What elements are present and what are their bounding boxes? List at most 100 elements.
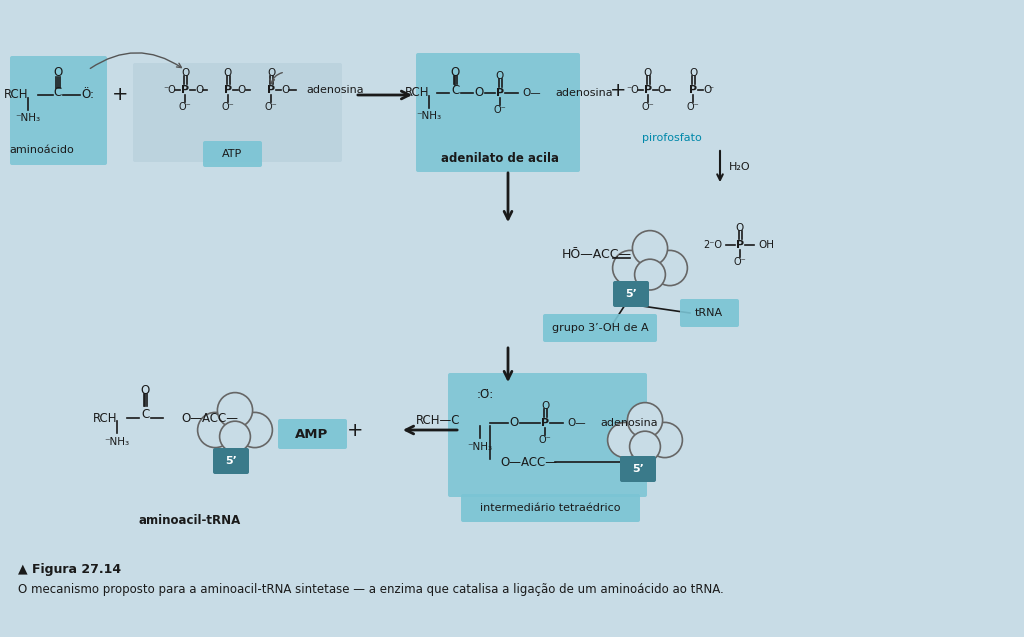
Text: ATP: ATP — [222, 149, 242, 159]
Text: O—: O— — [522, 88, 541, 98]
Circle shape — [652, 250, 687, 285]
Text: O⁻: O⁻ — [264, 102, 278, 112]
Text: O: O — [541, 401, 549, 411]
Text: O⁻: O⁻ — [687, 102, 699, 112]
Text: P: P — [541, 418, 549, 428]
FancyArrowPatch shape — [357, 91, 410, 99]
Text: O: O — [224, 68, 232, 78]
FancyBboxPatch shape — [10, 56, 106, 165]
Text: adenosina: adenosina — [600, 418, 657, 428]
FancyArrowPatch shape — [90, 53, 181, 68]
Text: O: O — [644, 68, 652, 78]
Text: O: O — [657, 85, 667, 95]
Circle shape — [630, 431, 660, 462]
FancyBboxPatch shape — [461, 494, 640, 522]
Text: O—ACC—: O—ACC— — [500, 455, 557, 468]
Text: adenosina: adenosina — [555, 88, 612, 98]
Text: O—: O— — [567, 418, 586, 428]
Text: tRNA: tRNA — [695, 308, 723, 318]
Text: ▲ Figura 27.14: ▲ Figura 27.14 — [18, 564, 121, 576]
Text: RCH—C: RCH—C — [416, 413, 460, 427]
Text: P: P — [689, 85, 697, 95]
Text: 5’: 5’ — [625, 289, 637, 299]
Text: ⁻: ⁻ — [709, 85, 714, 95]
FancyBboxPatch shape — [620, 456, 656, 482]
FancyArrowPatch shape — [270, 73, 283, 83]
Text: O: O — [195, 85, 203, 95]
Text: P: P — [736, 240, 744, 250]
Text: ⁻NH₃: ⁻NH₃ — [104, 437, 130, 447]
Text: AMP: AMP — [295, 427, 329, 441]
Text: :Ö:: :Ö: — [476, 389, 494, 401]
Circle shape — [217, 392, 253, 428]
Text: ⁻NH₃: ⁻NH₃ — [15, 113, 41, 123]
Text: H₂O: H₂O — [729, 162, 751, 172]
Text: pirofosfato: pirofosfato — [642, 133, 701, 143]
FancyArrowPatch shape — [504, 173, 512, 219]
Circle shape — [607, 422, 643, 457]
Text: intermediário tetraédrico: intermediário tetraédrico — [480, 503, 621, 513]
Text: C: C — [54, 85, 62, 99]
FancyBboxPatch shape — [133, 63, 342, 162]
Text: aminoacil-tRNA: aminoacil-tRNA — [139, 513, 241, 527]
FancyArrowPatch shape — [406, 426, 458, 434]
Text: O⁻: O⁻ — [733, 257, 746, 267]
Text: O⁻: O⁻ — [539, 435, 551, 445]
Text: O⁻: O⁻ — [221, 102, 234, 112]
Text: +: + — [347, 420, 364, 440]
Circle shape — [628, 403, 663, 438]
Text: O⁻: O⁻ — [642, 102, 654, 112]
Text: O: O — [267, 68, 275, 78]
Text: 5’: 5’ — [632, 464, 644, 474]
Text: C: C — [141, 408, 150, 422]
Text: +: + — [112, 85, 128, 104]
Circle shape — [612, 250, 648, 285]
Text: RCH: RCH — [3, 89, 28, 101]
Text: O: O — [181, 68, 189, 78]
Text: 2⁻O: 2⁻O — [703, 240, 722, 250]
FancyBboxPatch shape — [213, 448, 249, 474]
FancyBboxPatch shape — [416, 53, 580, 172]
FancyBboxPatch shape — [278, 419, 347, 449]
Text: O: O — [140, 383, 150, 396]
Text: ⁻O: ⁻O — [164, 85, 176, 95]
Text: OH: OH — [758, 240, 774, 250]
Text: adenilato de acila: adenilato de acila — [441, 152, 559, 164]
Text: O mecanismo proposto para a aminoacil-tRNA sintetase — a enzima que catalisa a l: O mecanismo proposto para a aminoacil-tR… — [18, 583, 724, 596]
Text: C: C — [451, 83, 459, 96]
Text: O: O — [496, 71, 504, 81]
Text: 5’: 5’ — [225, 456, 237, 466]
Text: ⁻NH₃: ⁻NH₃ — [417, 111, 441, 121]
Text: P: P — [496, 88, 504, 98]
FancyArrowPatch shape — [717, 151, 723, 180]
FancyArrowPatch shape — [504, 348, 512, 379]
FancyBboxPatch shape — [203, 141, 262, 167]
Text: O: O — [474, 87, 483, 99]
Text: O: O — [702, 85, 711, 95]
Text: P: P — [224, 85, 232, 95]
Text: adenosina: adenosina — [306, 85, 364, 95]
Text: O: O — [53, 66, 62, 78]
Circle shape — [219, 421, 251, 452]
Text: O—ACC—: O—ACC— — [181, 412, 239, 424]
Text: RCH: RCH — [92, 412, 117, 424]
Text: O: O — [509, 417, 518, 429]
Circle shape — [238, 412, 272, 448]
Circle shape — [647, 422, 682, 457]
Text: O: O — [238, 85, 246, 95]
Text: O: O — [736, 223, 744, 233]
Circle shape — [633, 231, 668, 266]
Text: O: O — [281, 85, 289, 95]
Text: HŌ—ACC—: HŌ—ACC— — [562, 248, 632, 262]
Text: O: O — [451, 66, 460, 78]
Text: ⁻NH₃: ⁻NH₃ — [467, 442, 493, 452]
FancyBboxPatch shape — [680, 299, 739, 327]
Text: +: + — [609, 80, 627, 99]
Text: O⁻: O⁻ — [178, 102, 191, 112]
Text: aminoácido: aminoácido — [9, 145, 75, 155]
FancyBboxPatch shape — [449, 373, 647, 497]
Text: O: O — [689, 68, 697, 78]
Text: RCH: RCH — [404, 87, 429, 99]
FancyBboxPatch shape — [613, 281, 649, 307]
Text: O⁻: O⁻ — [494, 105, 507, 115]
